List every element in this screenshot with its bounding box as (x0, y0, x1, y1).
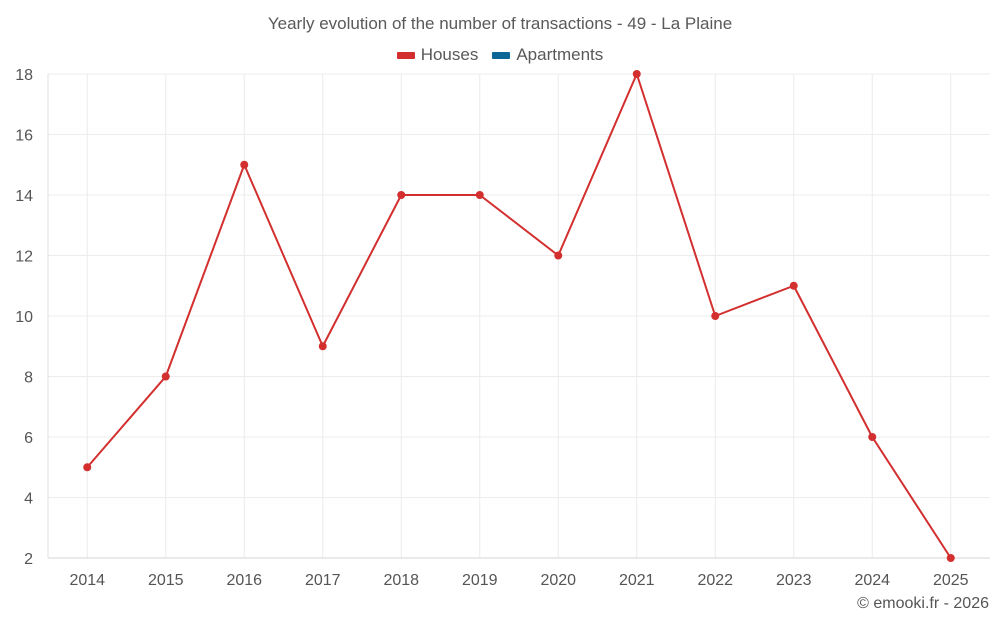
legend-label-houses: Houses (420, 45, 479, 64)
y-tick-label-4: 4 (24, 491, 33, 508)
data-point-houses-2022[interactable] (711, 312, 720, 320)
data-point-houses-2025[interactable] (946, 554, 955, 562)
legend-label-apartments: Apartments (516, 45, 604, 64)
data-point-houses-2014[interactable] (83, 463, 92, 472)
data-point-houses-2016[interactable] (240, 160, 249, 169)
y-tick-label-16: 16 (15, 128, 33, 145)
houses-swatch (396, 51, 415, 59)
x-tick-label-2025: 2025 (933, 572, 969, 589)
y-tick-label-10: 10 (15, 309, 33, 326)
x-tick-label-2015: 2015 (148, 572, 184, 589)
apartments-swatch (492, 51, 511, 59)
data-point-houses-2018[interactable] (397, 191, 406, 199)
series-line-houses (86, 73, 952, 559)
legend-item-houses[interactable]: Houses (396, 45, 479, 65)
data-point-houses-2020[interactable] (554, 251, 563, 260)
x-tick-label-2020: 2020 (540, 572, 576, 589)
x-tick-label-2021: 2021 (619, 572, 655, 589)
y-tick-label-18: 18 (15, 67, 33, 84)
data-point-houses-2015[interactable] (161, 372, 170, 381)
data-point-houses-2017[interactable] (318, 342, 327, 351)
data-point-houses-2023[interactable] (789, 281, 798, 290)
y-tick-label-8: 8 (24, 370, 33, 387)
y-tick-label-14: 14 (15, 188, 33, 205)
data-point-houses-2019[interactable] (475, 191, 484, 199)
y-tick-label-12: 12 (15, 249, 33, 266)
x-tick-label-2018: 2018 (383, 572, 419, 589)
x-tick-label-2016: 2016 (226, 572, 262, 589)
x-tick-label-2017: 2017 (305, 572, 341, 589)
x-tick-label-2024: 2024 (854, 572, 890, 589)
x-tick-label-2023: 2023 (776, 572, 812, 589)
legend: Houses Apartments (0, 45, 1000, 65)
x-tick-label-2019: 2019 (462, 572, 498, 589)
legend-item-apartments[interactable]: Apartments (492, 45, 603, 65)
data-point-houses-2021[interactable] (632, 70, 641, 78)
y-tick-label-2: 2 (24, 551, 33, 568)
data-point-houses-2024[interactable] (868, 433, 877, 441)
y-tick-label-6: 6 (24, 430, 33, 447)
x-tick-label-2014: 2014 (69, 572, 105, 589)
x-tick-label-2022: 2022 (697, 572, 733, 589)
credit-text: © emooki.fr - 2026 (857, 595, 989, 612)
chart-title: Yearly evolution of the number of transa… (267, 14, 733, 33)
